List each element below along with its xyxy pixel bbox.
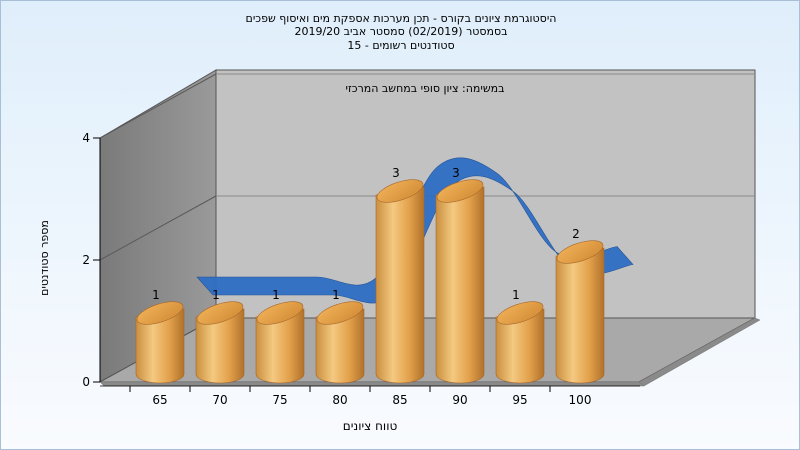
bar-cap	[136, 301, 184, 325]
chart-title-line-2: בסמסטר (02/2019) סמסטר אביב 2019/20	[294, 25, 508, 38]
x-tick-label: 65	[152, 393, 167, 407]
x-tick-label: 90	[452, 393, 467, 407]
bar-value-label: 2	[572, 227, 580, 241]
x-tick-label: 70	[212, 393, 227, 407]
grid-layer	[99, 73, 755, 261]
bar-cap	[376, 179, 424, 203]
bar-value-label: 1	[332, 288, 340, 302]
bar-100: 2	[555, 227, 605, 384]
x-tick-label: 100	[569, 393, 592, 407]
bar-cap	[316, 301, 364, 325]
bar-value-label: 3	[392, 166, 400, 180]
bar-body	[195, 308, 245, 384]
x-tick-label: 75	[272, 393, 287, 407]
y-axis-label: מספר סטודנטים	[38, 220, 51, 296]
bar-body	[555, 247, 605, 384]
bar-body	[435, 186, 485, 384]
bar-value-label: 1	[272, 288, 280, 302]
y-tick-label: 4	[82, 131, 90, 145]
bar-cap	[436, 179, 484, 203]
y-tick-label: 0	[82, 375, 90, 389]
bar-cap	[256, 301, 304, 325]
x-tick-label: 80	[332, 393, 347, 407]
bar-cap	[196, 301, 244, 325]
bar-95: 1	[495, 288, 545, 384]
x-axis-label: טווח ציונים	[343, 419, 398, 433]
bar-value-label: 3	[452, 166, 460, 180]
bar-75: 1	[255, 288, 305, 384]
bar-70: 1	[195, 288, 245, 384]
bar-90: 3	[435, 166, 485, 384]
gridline-side	[99, 195, 217, 261]
bar-80: 1	[315, 288, 365, 384]
bar-value-label: 1	[512, 288, 520, 302]
x-tick-label: 95	[512, 393, 527, 407]
bar-65: 1	[135, 288, 185, 384]
bar-cap	[496, 301, 544, 325]
bar-body	[375, 186, 425, 384]
front-edge	[99, 381, 645, 387]
chart-annotation: במשימה: ציון סופי במחשב המרכזי	[345, 82, 504, 95]
bar-body	[495, 308, 545, 384]
y-tick-label: 2	[82, 253, 90, 267]
x-tick-label: 85	[392, 393, 407, 407]
bar-body	[255, 308, 305, 384]
bar-body	[315, 308, 365, 384]
bar-layer: 1 1 1 1 3 3 1 2	[135, 166, 605, 384]
bar-85: 3	[375, 166, 425, 384]
bar-body	[135, 308, 185, 384]
gridline-side	[99, 73, 217, 139]
chart-title-line-3: סטודנטים רשומים - 15	[347, 39, 455, 52]
chart-title-line-1: היסטוגרמת ציונים בקורס - תכן מערכות אספק…	[245, 12, 557, 25]
bar-value-label: 1	[152, 288, 160, 302]
bar-value-label: 1	[212, 288, 220, 302]
axis-layer: 0 2 4 65 70 75 80 85 90 95 100	[82, 131, 640, 407]
bar-cap	[556, 240, 604, 264]
